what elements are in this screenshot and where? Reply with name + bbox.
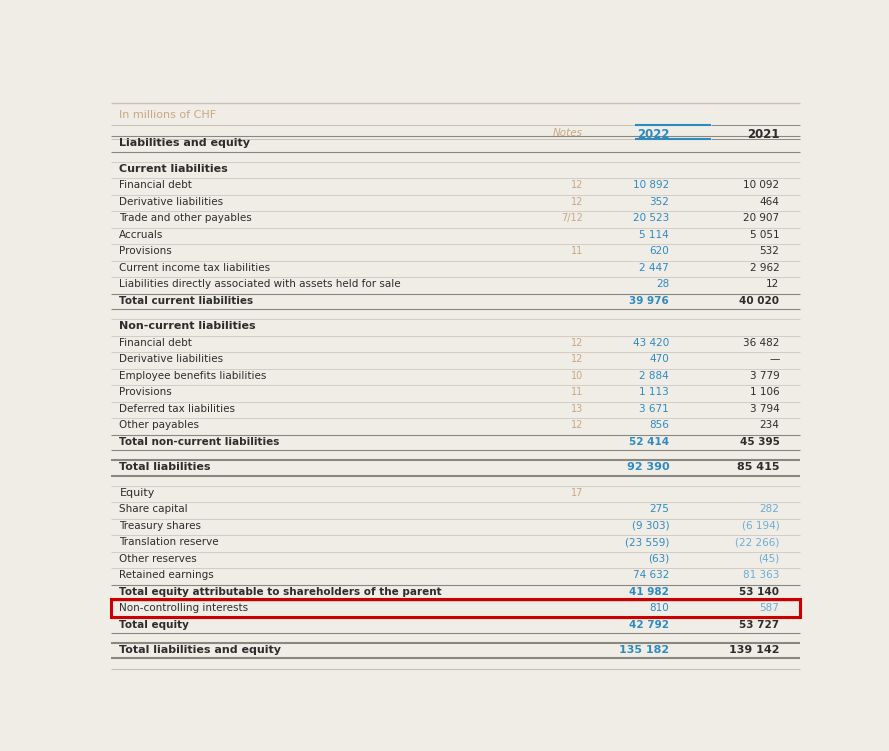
- Text: 282: 282: [759, 504, 780, 514]
- Text: 11: 11: [571, 388, 583, 397]
- Text: Retained earnings: Retained earnings: [119, 570, 214, 581]
- Text: 42 792: 42 792: [629, 620, 669, 629]
- Text: Total non-current liabilities: Total non-current liabilities: [119, 437, 280, 447]
- Text: (45): (45): [758, 553, 780, 564]
- Text: 3 794: 3 794: [749, 404, 780, 414]
- Text: (9 303): (9 303): [631, 520, 669, 531]
- Text: 12: 12: [571, 354, 583, 364]
- Text: 53 727: 53 727: [740, 620, 780, 629]
- Text: 234: 234: [759, 421, 780, 430]
- Text: 620: 620: [650, 246, 669, 256]
- Text: 36 482: 36 482: [743, 338, 780, 348]
- Text: Total current liabilities: Total current liabilities: [119, 296, 253, 306]
- Text: —: —: [769, 354, 780, 364]
- Text: 13: 13: [571, 404, 583, 414]
- Text: (6 194): (6 194): [741, 520, 780, 531]
- Text: Liabilities directly associated with assets held for sale: Liabilities directly associated with ass…: [119, 279, 401, 289]
- Text: 1 106: 1 106: [749, 388, 780, 397]
- Text: 45 395: 45 395: [740, 437, 780, 447]
- Text: 5 114: 5 114: [639, 230, 669, 240]
- Text: 2021: 2021: [747, 128, 780, 140]
- Text: Notes: Notes: [553, 128, 583, 137]
- Text: 12: 12: [571, 421, 583, 430]
- Text: Derivative liabilities: Derivative liabilities: [119, 197, 223, 207]
- Text: 3 779: 3 779: [749, 371, 780, 381]
- Text: 52 414: 52 414: [629, 437, 669, 447]
- Text: 2022: 2022: [637, 128, 669, 140]
- Text: 139 142: 139 142: [729, 645, 780, 655]
- Text: 40 020: 40 020: [740, 296, 780, 306]
- Text: Total liabilities: Total liabilities: [119, 463, 211, 472]
- Text: 74 632: 74 632: [633, 570, 669, 581]
- Text: (22 266): (22 266): [735, 537, 780, 547]
- Text: 39 976: 39 976: [629, 296, 669, 306]
- Text: Non-current liabilities: Non-current liabilities: [119, 321, 256, 331]
- Text: Deferred tax liabilities: Deferred tax liabilities: [119, 404, 236, 414]
- Text: Total liabilities and equity: Total liabilities and equity: [119, 645, 282, 655]
- Text: 10 092: 10 092: [743, 180, 780, 191]
- Text: 275: 275: [649, 504, 669, 514]
- Text: 2 447: 2 447: [639, 263, 669, 273]
- Text: 7/12: 7/12: [561, 213, 583, 223]
- Text: 10: 10: [571, 371, 583, 381]
- Text: Provisions: Provisions: [119, 388, 172, 397]
- Text: (63): (63): [648, 553, 669, 564]
- Text: 20 523: 20 523: [633, 213, 669, 223]
- Text: Total equity: Total equity: [119, 620, 189, 629]
- Text: 470: 470: [650, 354, 669, 364]
- Text: 5 051: 5 051: [749, 230, 780, 240]
- Text: Share capital: Share capital: [119, 504, 188, 514]
- Text: Current income tax liabilities: Current income tax liabilities: [119, 263, 270, 273]
- Text: 28: 28: [656, 279, 669, 289]
- Text: Other reserves: Other reserves: [119, 553, 197, 564]
- Text: 41 982: 41 982: [629, 587, 669, 597]
- Text: 1 113: 1 113: [639, 388, 669, 397]
- Text: 12: 12: [571, 197, 583, 207]
- Text: Liabilities and equity: Liabilities and equity: [119, 138, 251, 149]
- Text: 856: 856: [649, 421, 669, 430]
- Text: 2 962: 2 962: [749, 263, 780, 273]
- Text: 20 907: 20 907: [743, 213, 780, 223]
- Text: Current liabilities: Current liabilities: [119, 164, 228, 174]
- Text: 2 884: 2 884: [639, 371, 669, 381]
- Text: Provisions: Provisions: [119, 246, 172, 256]
- Text: Financial debt: Financial debt: [119, 180, 192, 191]
- Text: 85 415: 85 415: [737, 463, 780, 472]
- Text: 92 390: 92 390: [627, 463, 669, 472]
- Text: 352: 352: [649, 197, 669, 207]
- Text: 12: 12: [571, 338, 583, 348]
- Text: 135 182: 135 182: [619, 645, 669, 655]
- Text: Financial debt: Financial debt: [119, 338, 192, 348]
- Text: Translation reserve: Translation reserve: [119, 537, 219, 547]
- Text: Equity: Equity: [119, 488, 155, 498]
- Text: Accruals: Accruals: [119, 230, 164, 240]
- Text: Non-controlling interests: Non-controlling interests: [119, 603, 249, 613]
- Text: 17: 17: [571, 488, 583, 498]
- Text: 10 892: 10 892: [633, 180, 669, 191]
- Text: 587: 587: [759, 603, 780, 613]
- Text: 11: 11: [571, 246, 583, 256]
- Text: Treasury shares: Treasury shares: [119, 520, 202, 531]
- Text: 3 671: 3 671: [639, 404, 669, 414]
- Text: In millions of CHF: In millions of CHF: [119, 110, 217, 120]
- Text: 12: 12: [571, 180, 583, 191]
- Text: 53 140: 53 140: [740, 587, 780, 597]
- Text: Employee benefits liabilities: Employee benefits liabilities: [119, 371, 267, 381]
- Text: Trade and other payables: Trade and other payables: [119, 213, 252, 223]
- Text: Total equity attributable to shareholders of the parent: Total equity attributable to shareholder…: [119, 587, 442, 597]
- Text: 81 363: 81 363: [743, 570, 780, 581]
- Text: 810: 810: [650, 603, 669, 613]
- Text: Other payables: Other payables: [119, 421, 199, 430]
- Text: 532: 532: [759, 246, 780, 256]
- Text: 464: 464: [759, 197, 780, 207]
- Text: 12: 12: [766, 279, 780, 289]
- Text: Derivative liabilities: Derivative liabilities: [119, 354, 223, 364]
- Text: (23 559): (23 559): [625, 537, 669, 547]
- Text: 43 420: 43 420: [633, 338, 669, 348]
